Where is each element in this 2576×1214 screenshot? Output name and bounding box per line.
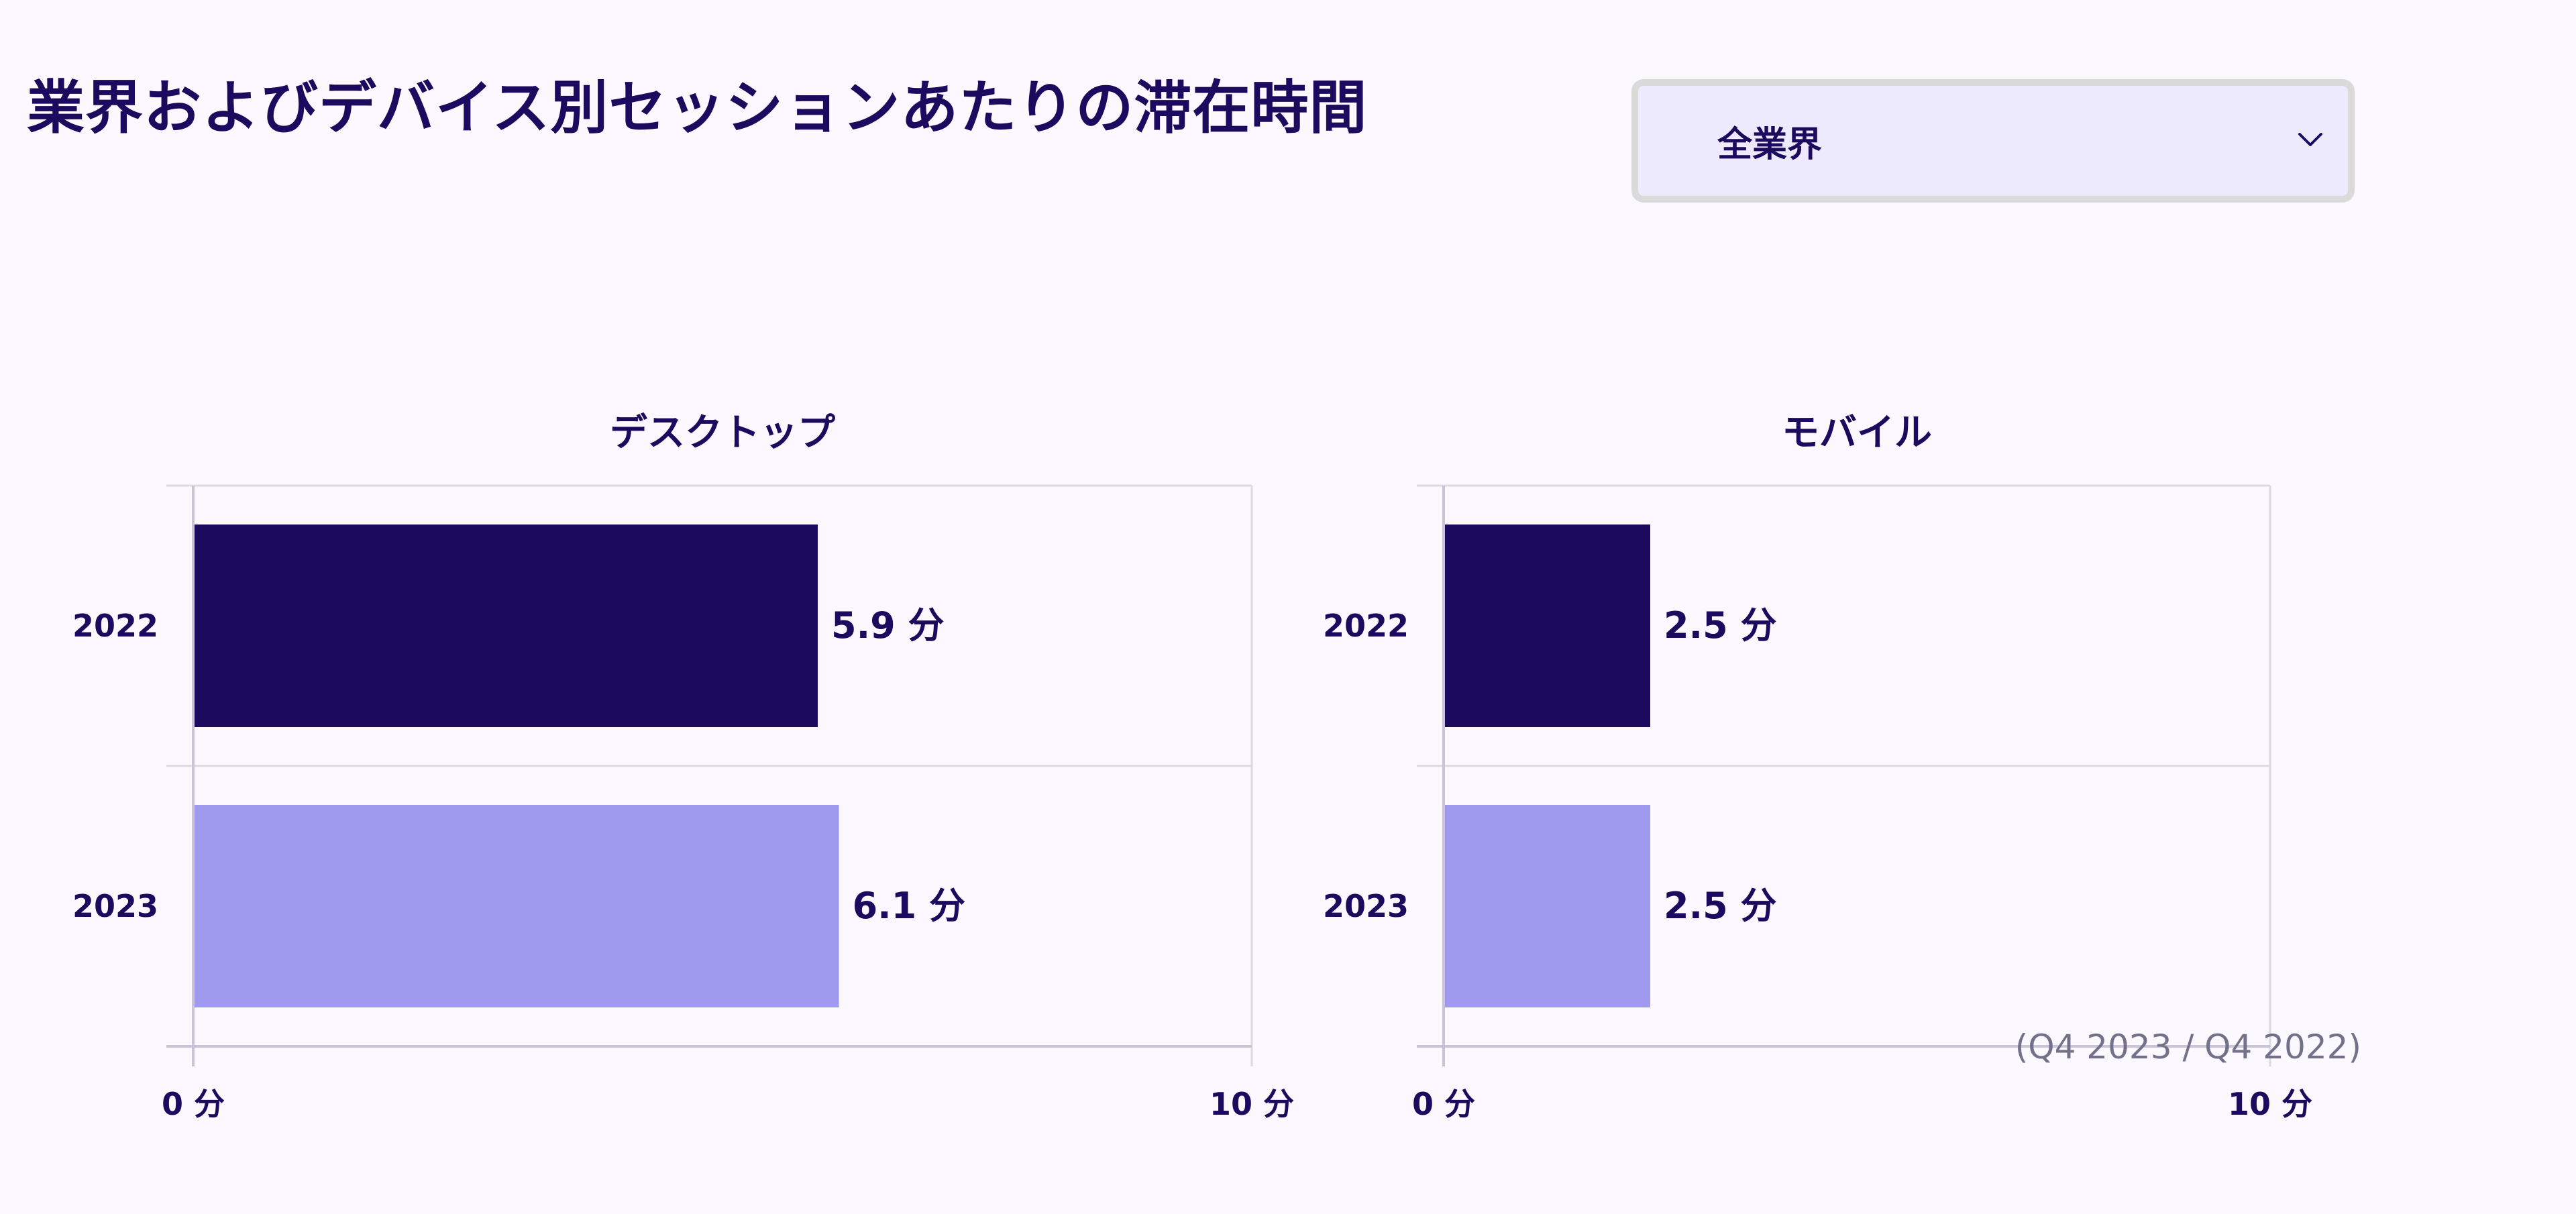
- chart-title: デスクトップ: [610, 411, 835, 455]
- category-label: 2022: [1323, 608, 1409, 644]
- bar-2022: [195, 525, 818, 727]
- period-footnote: (Q4 2023 / Q4 2022): [2015, 1028, 2361, 1066]
- bar-value-label: 5.9 分: [831, 604, 944, 647]
- bar-value-label: 6.1 分: [853, 885, 965, 927]
- chart-title: モバイル: [1782, 411, 1932, 455]
- x-tick-label: 0 分: [1412, 1086, 1475, 1122]
- chart-mobile: モバイル 2.5 分 2022 2.5 分 2023 0 分 10 分: [1323, 411, 2312, 1122]
- industry-select-value: 全業界: [1717, 124, 1823, 165]
- x-tick-label: 10 分: [2228, 1086, 2312, 1122]
- industry-select[interactable]: 全業界: [1631, 79, 2355, 203]
- bar-2023: [1445, 805, 1650, 1007]
- chart-desktop: デスクトップ 5.9 分 2022 6.1 分 2023 0 分 10 分: [72, 411, 1294, 1122]
- bar-2022: [1445, 525, 1650, 727]
- category-label: 2023: [72, 888, 158, 924]
- page-title: 業界およびデバイス別セッションあたりの滞在時間: [27, 74, 1368, 142]
- bar-value-label: 2.5 分: [1664, 604, 1776, 647]
- x-tick-label: 0 分: [162, 1086, 225, 1122]
- category-label: 2023: [1323, 888, 1409, 924]
- bar-2023: [195, 805, 839, 1007]
- bar-value-label: 2.5 分: [1664, 885, 1776, 927]
- category-label: 2022: [72, 608, 158, 644]
- x-tick-label: 10 分: [1210, 1086, 1294, 1122]
- chevron-down-icon: [2298, 133, 2322, 146]
